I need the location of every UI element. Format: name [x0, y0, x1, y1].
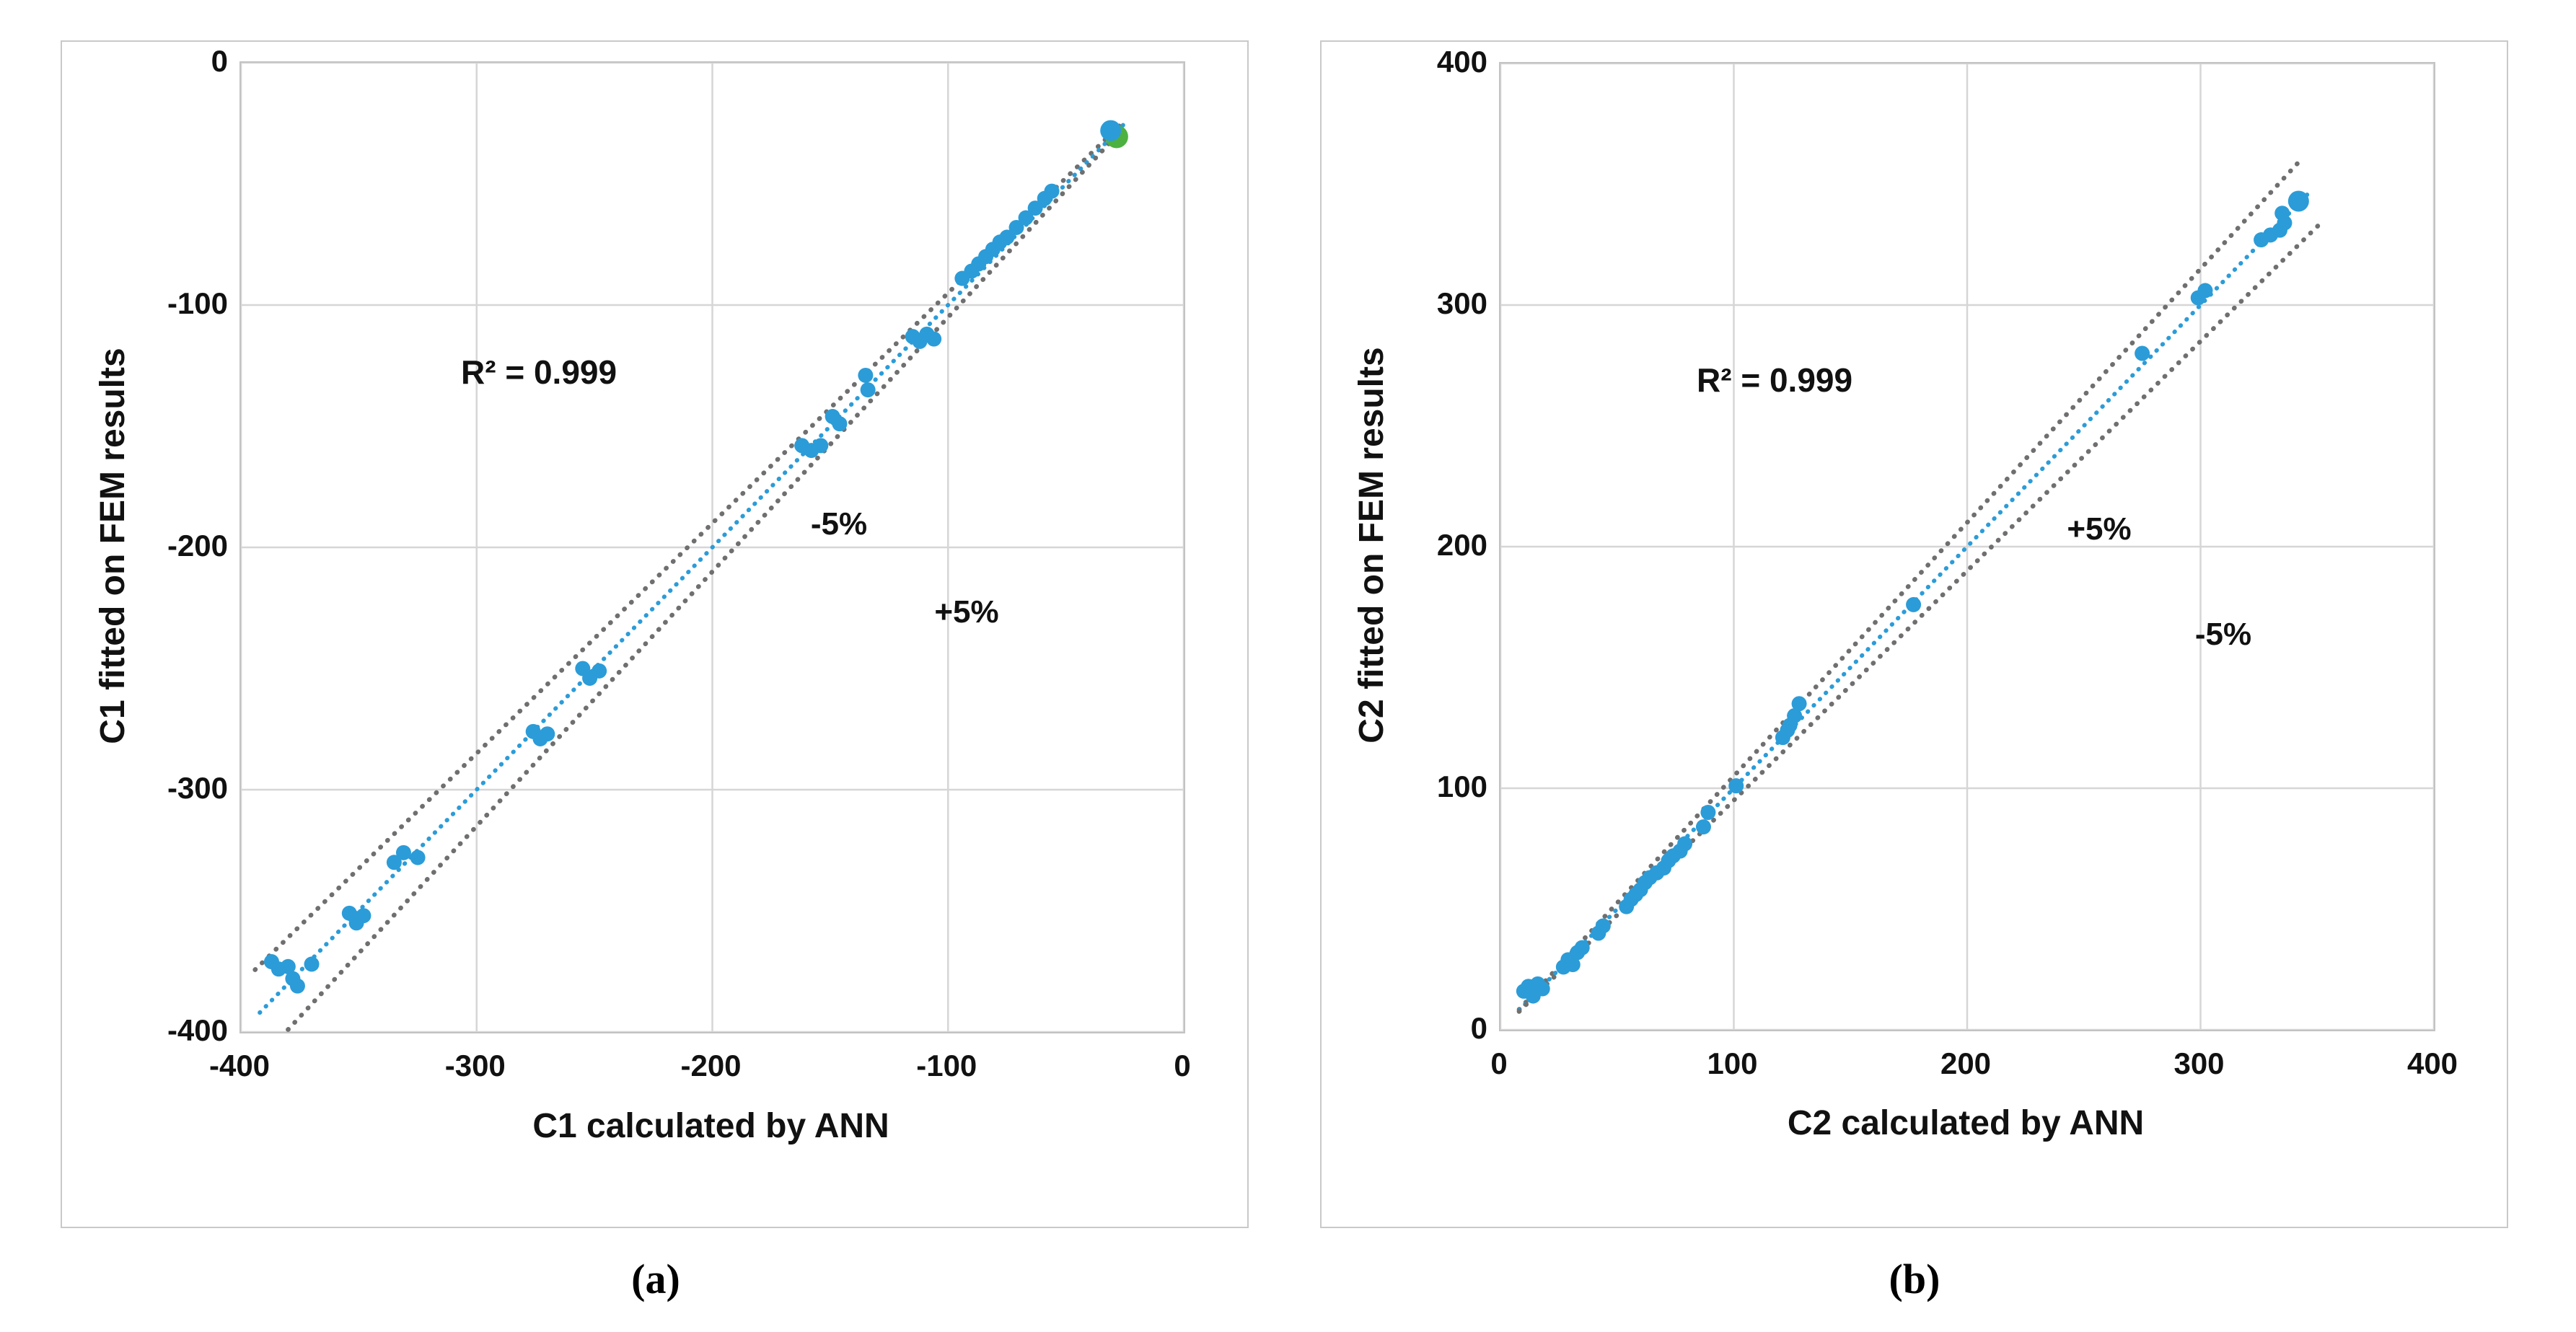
- data-point: [1018, 210, 1034, 226]
- data-point: [860, 382, 876, 398]
- r-squared-label-a: R² = 0.999: [461, 353, 617, 391]
- y-axis-title-a: C1 fitted on FEM results: [94, 348, 132, 744]
- y-tick-label: 400: [1436, 45, 1487, 79]
- x-tick-label: 0: [1490, 1046, 1508, 1080]
- y-tick-label: -100: [167, 286, 228, 320]
- data-point: [592, 663, 607, 679]
- y-axis-title-b: C2 fitted on FEM results: [1353, 347, 1391, 744]
- plus5-label-b: +5%: [2067, 511, 2132, 547]
- plus5-reference: [1516, 154, 2306, 1013]
- data-point: [304, 956, 320, 972]
- subfigure-caption-a: (a): [631, 1256, 680, 1302]
- data-point: [280, 958, 296, 974]
- y-tick-label: 0: [211, 44, 228, 78]
- plus5-label-a: +5%: [934, 594, 999, 630]
- data-point: [1728, 778, 1744, 794]
- data-point: [1534, 981, 1550, 997]
- data-point: [540, 726, 555, 742]
- x-tick-label: 200: [1940, 1046, 1992, 1080]
- r-squared-label-b: R² = 0.999: [1697, 361, 1853, 399]
- data-point: [1565, 957, 1581, 973]
- data-point: [1791, 696, 1807, 712]
- data-point: [395, 844, 411, 860]
- x-tick-label: -100: [916, 1049, 977, 1082]
- data-point: [386, 855, 402, 870]
- x-axis-title-a: C1 calculated by ANN: [532, 1107, 889, 1145]
- data-point: [813, 438, 829, 454]
- x-tick-label: 100: [1707, 1046, 1758, 1080]
- x-tick-label: 0: [1174, 1049, 1191, 1082]
- x-tick-label: 300: [2173, 1046, 2225, 1080]
- data-point: [858, 367, 874, 383]
- data-point: [926, 331, 942, 347]
- data-point: [2135, 345, 2150, 361]
- data-point: [2197, 283, 2213, 299]
- data-point: [289, 978, 305, 994]
- y-tick-label: 100: [1436, 769, 1487, 803]
- scatter-plot-c1: [241, 63, 1184, 1032]
- plus5-reference: [286, 124, 1127, 1032]
- data-point: [1027, 200, 1043, 216]
- plot-area-a: R² = 0.999 -5% +5%: [239, 61, 1185, 1033]
- data-point: [1695, 819, 1711, 835]
- data-point: [1677, 836, 1693, 852]
- data-point: [999, 229, 1015, 245]
- data-point: [1008, 219, 1024, 235]
- data-point: [832, 416, 848, 432]
- y-tick-label: 0: [1470, 1011, 1487, 1045]
- y-tick-label: -200: [167, 529, 228, 563]
- data-point: [1574, 940, 1590, 956]
- panel-a-chart: R² = 0.999 -5% +5% -400 -300 -200 -100 0 0 -1…: [61, 40, 1249, 1228]
- data-point-large: [1100, 120, 1122, 141]
- x-tick-label: 400: [2406, 1046, 2458, 1080]
- data-point: [1787, 708, 1803, 723]
- data-point: [410, 850, 426, 865]
- y-tick-label: 300: [1436, 286, 1487, 320]
- x-tick-label: -400: [208, 1049, 271, 1082]
- panel-b-chart: R² = 0.999 +5% -5% 0 100 200 300 400 0 100 200…: [1320, 40, 2508, 1228]
- data-point: [1700, 805, 1716, 820]
- x-axis-title-b: C2 calculated by ANN: [1787, 1104, 2145, 1142]
- x-tick-label: -200: [680, 1049, 742, 1082]
- fit-line: [258, 121, 1127, 1015]
- subfigure-caption-b: (b): [1889, 1256, 1940, 1302]
- data-point: [356, 908, 372, 924]
- data-point-large: [2287, 190, 2309, 212]
- x-tick-label: -300: [444, 1049, 506, 1082]
- data-point: [1906, 596, 1922, 612]
- y-tick-label: -300: [167, 771, 228, 805]
- data-point: [2274, 206, 2290, 221]
- minus5-label-b: -5%: [2194, 617, 2252, 652]
- y-tick-label: -400: [167, 1013, 228, 1047]
- minus5-label-a: -5%: [810, 506, 868, 542]
- data-point: [1595, 918, 1611, 934]
- plot-area-b: R² = 0.999 +5% -5%: [1499, 62, 2435, 1031]
- scatter-plot-c2: [1500, 63, 2434, 1030]
- data-point: [1044, 183, 1060, 199]
- y-tick-label: 200: [1436, 528, 1487, 562]
